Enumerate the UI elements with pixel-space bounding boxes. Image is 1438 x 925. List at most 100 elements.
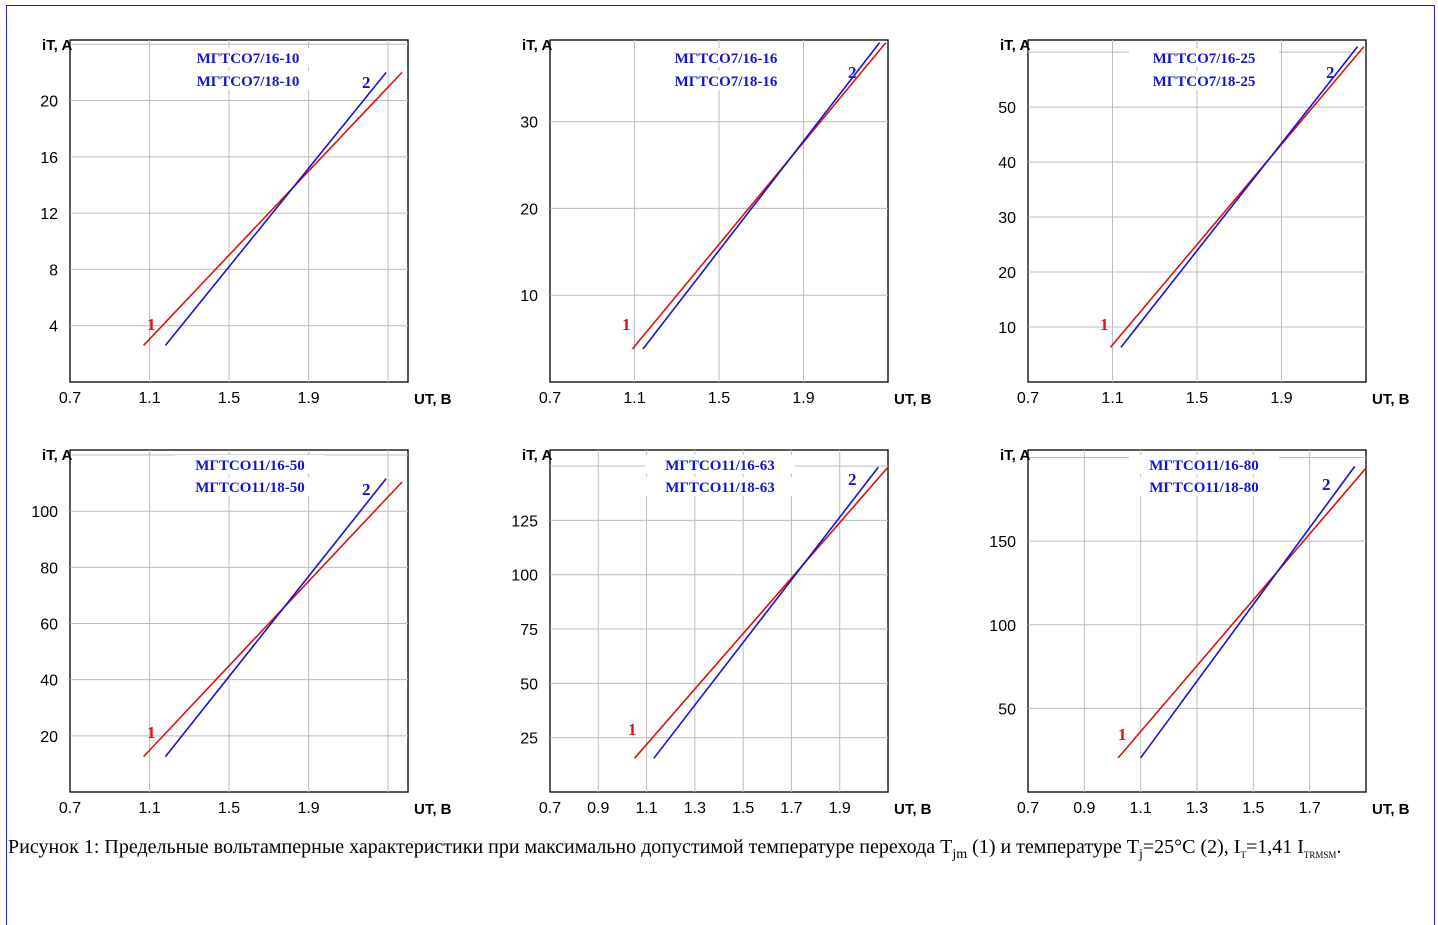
y-axis-label: iT, A [522,37,552,54]
x-tick-label: 0.7 [1017,390,1039,407]
y-tick-label: 80 [40,560,58,577]
x-tick-label: 0.9 [587,800,609,817]
series-label-1: 1 [622,315,631,334]
figure-caption: Рисунок 1: Предельные вольтамперные хара… [8,832,1428,870]
x-tick-label: 1.9 [297,390,319,407]
x-tick-label: 1.9 [829,800,851,817]
x-tick-label: 1.5 [218,800,240,817]
figure-frame [6,5,1435,925]
caption-text-5: . [1336,836,1342,858]
x-tick-label: 1.5 [732,800,754,817]
series-label-2: 2 [848,470,857,489]
chart-title-line: МГТСО7/16-16 [675,51,778,67]
chart-2: 0.7 1.1 1.5 1.9 10 20 30 iT, A UT, B 1 2 МГТСО7/16-… [520,37,931,408]
y-tick-label: 40 [40,673,58,690]
x-tick-label: 1.1 [623,390,645,407]
title-bg [651,71,801,90]
y-axis-label: iT, A [1000,447,1030,464]
chart-title-line: МГТСО7/16-10 [197,51,300,67]
series-label-1: 1 [1100,315,1109,334]
y-tick-label: 60 [40,617,58,634]
title-bg [1129,71,1279,90]
x-axis-label: UT, B [894,801,932,818]
caption-text-2: (1) и температуре T [967,836,1139,858]
series-line-2 [164,71,387,346]
chart-title-line: МГТСО7/18-16 [675,74,778,90]
y-tick-label: 100 [989,618,1016,635]
x-tick-label: 0.7 [59,800,81,817]
plot-area [549,449,889,793]
series-line-1 [1117,467,1367,759]
chart-title-line: МГТСО11/16-50 [195,458,305,474]
x-tick-label: 1.9 [792,390,814,407]
chart-title-line: МГТСО11/16-80 [1149,458,1259,474]
y-tick-label: 125 [511,513,538,530]
series-label-2: 2 [1326,63,1335,82]
series-line-1 [142,71,403,346]
x-axis-label: UT, B [1372,801,1410,818]
x-tick-label: 1.1 [1101,390,1123,407]
y-axis-label: iT, A [1000,37,1030,54]
series-line-2 [642,42,881,350]
series-line-2 [653,466,879,759]
title-bg [645,477,795,496]
caption-text-1: Рисунок 1: Предельные вольтамперные хара… [8,836,953,858]
title-bg [651,48,801,67]
plot-area [69,449,409,793]
y-tick-label: 50 [520,676,538,693]
x-tick-label: 1.3 [684,800,706,817]
y-tick-label: 20 [40,94,58,111]
y-tick-label: 30 [998,210,1016,227]
chart-5: 0.7 0.9 1.1 1.3 1.5 1.7 1.9 25 50 75 100 125 iT, A UT… [511,447,932,818]
series-line-2 [1140,465,1356,759]
x-tick-label: 1.1 [138,390,160,407]
series-line-1 [631,42,887,350]
title-bg [1129,477,1279,496]
chart-title-line: МГТСО11/18-63 [665,480,775,496]
chart-3: 0.7 1.1 1.5 1.9 10 20 30 40 50 iT, A UT, B 1 2 МГТСО7… [998,37,1409,408]
y-tick-label: 16 [40,150,58,167]
x-tick-label: 1.5 [1242,800,1264,817]
y-tick-label: 20 [520,201,538,218]
y-tick-label: 25 [520,731,538,748]
series-line-2 [1120,46,1359,348]
series-line-2 [164,478,387,758]
series-line-1 [1109,46,1365,348]
x-tick-label: 0.7 [539,390,561,407]
series-label-2: 2 [362,480,371,499]
title-bg [173,48,323,67]
y-axis-label: iT, A [42,447,72,464]
caption-sub-t: T [1240,850,1246,860]
x-tick-label: 1.7 [1299,800,1321,817]
x-tick-label: 1.5 [708,390,730,407]
y-tick-label: 8 [49,262,58,279]
y-tick-label: 20 [40,729,58,746]
x-tick-label: 0.7 [1017,800,1039,817]
x-tick-label: 1.3 [1186,800,1208,817]
x-tick-label: 1.1 [635,800,657,817]
title-bg [173,71,323,90]
y-tick-label: 75 [520,622,538,639]
title-bg [175,477,325,496]
y-tick-label: 20 [998,265,1016,282]
chart-title-line: МГТСО7/18-10 [197,74,300,90]
chart-title-line: МГТСО7/18-25 [1153,74,1256,90]
y-tick-label: 150 [989,534,1016,551]
series-line-1 [633,466,889,759]
y-tick-label: 30 [520,115,538,132]
caption-text-4: =1,41 I [1245,836,1304,858]
title-bg [175,455,325,474]
title-bg [645,455,795,474]
x-tick-label: 1.1 [138,800,160,817]
x-axis-label: UT, B [414,391,452,408]
chart-title-line: МГТСО11/16-63 [665,458,775,474]
caption-sub-j: j [1138,847,1143,862]
series-label-2: 2 [848,63,857,82]
chart-title-line: МГТСО11/18-50 [195,480,305,496]
chart-title-line: МГТСО11/18-80 [1149,480,1259,496]
y-tick-label: 100 [511,568,538,585]
y-axis-label: iT, A [522,447,552,464]
x-tick-label: 1.5 [1186,390,1208,407]
x-tick-label: 1.1 [1130,800,1152,817]
x-tick-label: 1.9 [1270,390,1292,407]
